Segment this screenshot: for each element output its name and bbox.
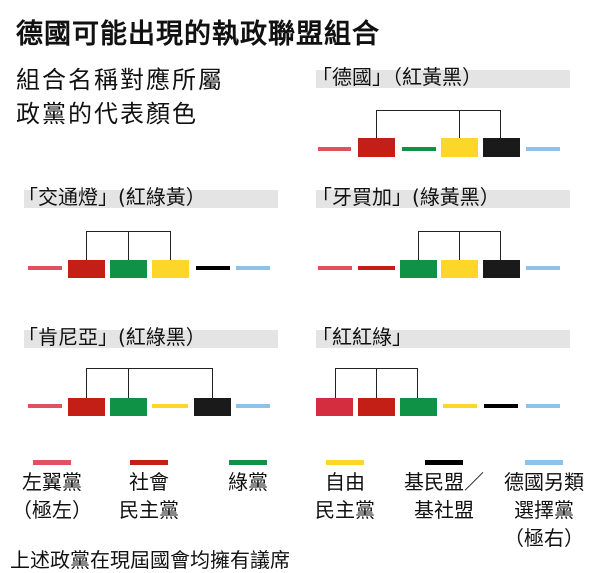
legend-label-afd: 德國另類 選擇黨 （極右） [504,470,584,550]
party-bar-cdu [194,398,231,416]
coalition-connector [376,110,501,138]
legend-swatch-spd [130,460,168,465]
legend-label-left: 左翼黨 （極左） [12,470,92,522]
party-bar-left [28,404,62,408]
legend-swatch-afd [525,460,563,465]
subtitle-line-2: 政黨的代表顏色 [16,100,198,128]
diagram-title: 德國可能出現的執政聯盟組合 [16,19,380,50]
panel-label-bg [24,190,278,208]
coalition-label-jamaica: 「牙買加」(綠黃黑） [312,185,500,209]
legend-swatch-green [229,460,267,465]
party-bar-cdu [484,404,518,408]
party-bar-spd [68,260,105,278]
connector-tick [376,368,377,398]
legend-swatch-cdu [425,460,463,465]
party-bar-afd [236,266,270,270]
legend-swatch-left [33,460,71,465]
connector-tick [459,110,460,138]
panel-label-bg [316,190,570,208]
footer-note: 上述政黨在現屆國會均擁有議席 [10,548,290,572]
coalition-label-red-red-green: 「紅紅綠」 [312,325,412,349]
party-bar-left [28,266,62,270]
party-bar-green [402,147,436,151]
subtitle-line-1: 組合名稱對應所屬 [16,66,224,94]
party-bar-afd [236,404,270,408]
party-bar-spd [68,398,105,416]
coalition-label-traffic-light: 「交通燈」(紅綠黃） [18,185,206,209]
party-bar-cdu [483,260,520,278]
party-bar-left [316,398,353,416]
panel-label-bg [24,330,278,348]
connector-tick [459,231,460,260]
party-bar-cdu [483,138,520,157]
party-bar-spd [358,138,395,157]
party-bar-fdp [152,260,189,278]
legend-label-fdp: 自由 民主黨 [315,470,375,522]
panel-label-bg [316,330,570,348]
party-bar-cdu [196,266,230,270]
connector-tick [128,231,129,260]
party-bar-fdp [441,138,478,157]
coalition-label-kenya: 「肯尼亞」(紅綠黑） [18,325,206,349]
party-bar-left [318,266,352,270]
party-bar-fdp [152,404,188,408]
party-bar-fdp [441,260,478,278]
party-bar-afd [526,266,560,270]
coalition-label-germany: 「德國」（紅黃黑） [312,65,482,89]
legend-label-green: 綠黨 [228,470,268,494]
legend-label-spd: 社會 民主黨 [119,470,179,522]
party-bar-afd [526,404,560,408]
party-bar-left [318,147,351,151]
connector-tick [128,368,129,398]
panel-label-bg [316,70,570,88]
party-bar-green [110,398,147,416]
party-bar-spd [358,266,395,270]
party-bar-green [400,260,437,278]
legend-label-cdu: 基民盟／ 基社盟 [404,470,484,522]
party-bar-fdp [443,404,477,408]
party-bar-green [400,398,437,416]
legend-swatch-fdp [326,460,364,465]
coalition-connector [86,368,213,398]
party-bar-spd [358,398,395,416]
party-bar-afd [526,147,560,151]
party-bar-green [110,260,147,278]
